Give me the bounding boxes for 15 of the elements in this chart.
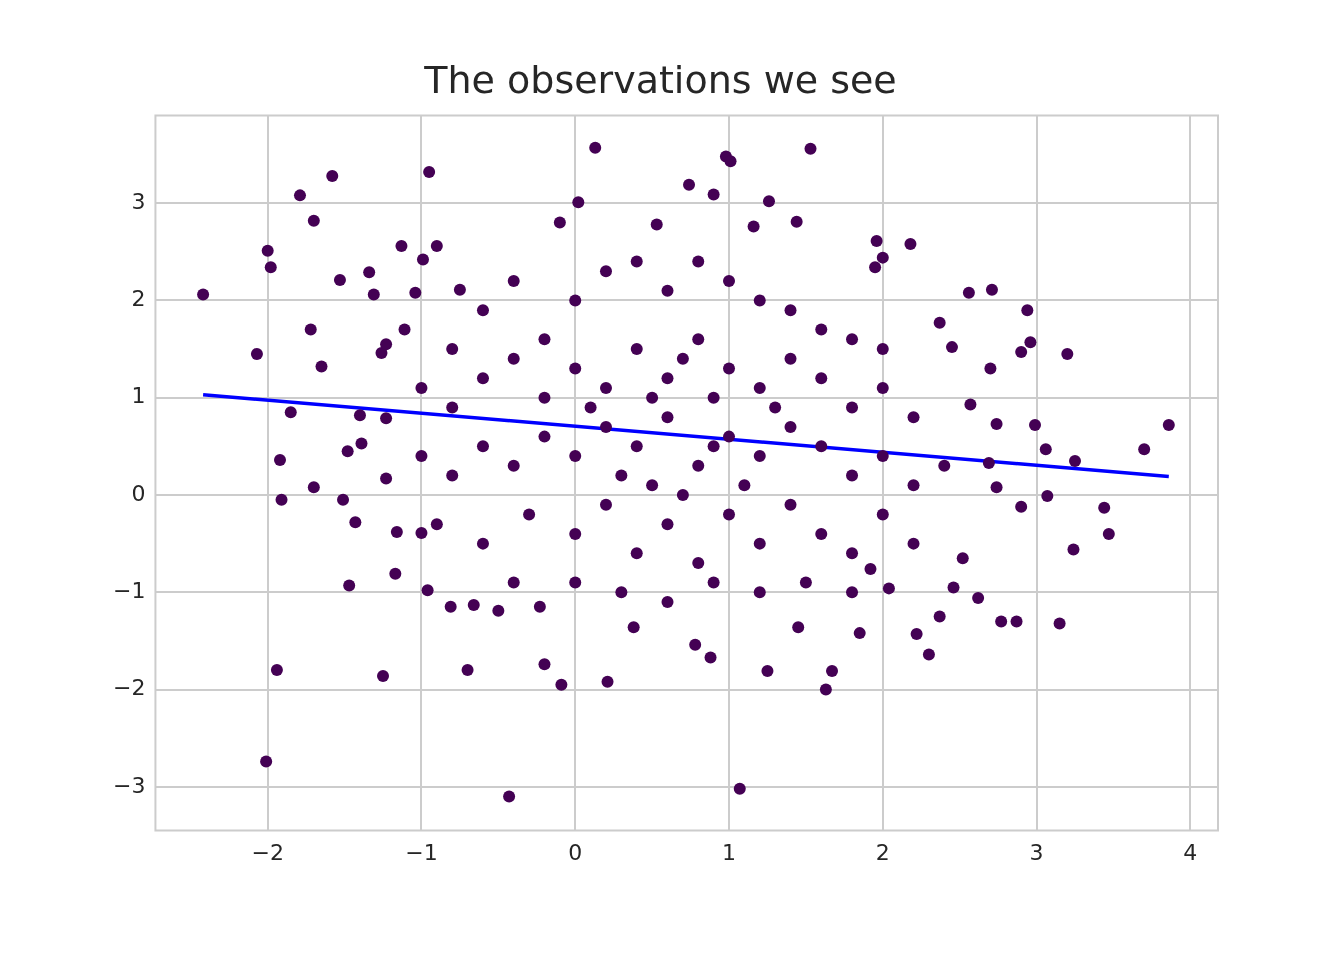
x-tick-label: 2 [875, 839, 890, 865]
x-tick-label: 0 [568, 839, 583, 865]
y-tick-label: 3 [131, 188, 146, 214]
y-tick-label: 1 [131, 383, 146, 409]
y-tick-label: −3 [112, 772, 146, 798]
x-tick-label: −2 [251, 839, 284, 865]
y-tick-label: −2 [112, 675, 146, 701]
x-tick-label: 3 [1029, 839, 1044, 865]
x-tick-label: −1 [405, 839, 438, 865]
y-tick-label: 0 [131, 480, 146, 506]
y-tick-label: 2 [131, 286, 146, 312]
x-tick-label: 1 [722, 839, 736, 865]
x-tick-label: 4 [1183, 839, 1198, 865]
y-tick-label: −1 [112, 577, 146, 603]
chart-title: The observations we see [423, 57, 897, 102]
